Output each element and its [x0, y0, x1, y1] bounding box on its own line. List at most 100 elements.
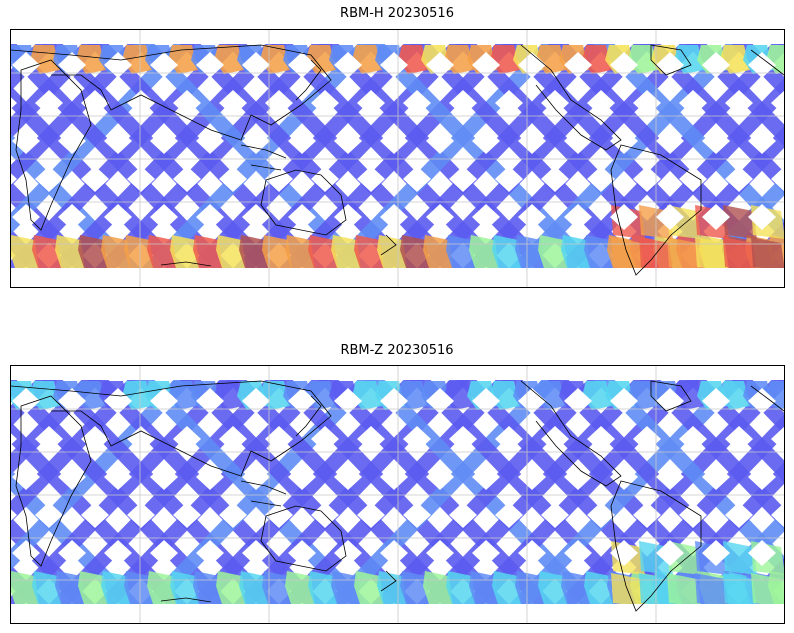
gap-diamond: [587, 502, 615, 528]
gap-diamond: [380, 52, 408, 78]
gap-diamond: [426, 388, 454, 414]
gap-diamond: [449, 502, 477, 528]
gap-diamond: [610, 52, 638, 78]
gap-diamond: [12, 204, 40, 230]
gap-diamond: [633, 90, 661, 116]
gap-diamond: [518, 464, 546, 490]
east-hotspot-cell: [667, 237, 701, 271]
east-hotspot: [611, 541, 784, 607]
east-hotspot-cell: [723, 237, 757, 271]
gap-diamond: [150, 204, 178, 230]
gap-diamond: [564, 52, 592, 78]
gap-diamond: [426, 464, 454, 490]
gap-diamond: [656, 204, 684, 230]
gap-diamond: [449, 166, 477, 192]
gap-diamond: [265, 502, 293, 528]
gap-diamond: [587, 426, 615, 452]
gap-diamond: [357, 502, 385, 528]
gap-diamond: [196, 204, 224, 230]
coast-greenland: [650, 380, 692, 412]
gap-diamond: [127, 90, 155, 116]
gap-diamond: [472, 128, 500, 154]
gap-diamond: [357, 426, 385, 452]
gap-diamond: [127, 426, 155, 452]
gap-diamond: [495, 426, 523, 452]
gap-diamond: [219, 426, 247, 452]
gap-diamond: [771, 166, 784, 192]
gap-diamond: [380, 204, 408, 230]
gap-diamond: [11, 97, 17, 109]
gap-diamond: [81, 502, 109, 528]
gap-diamond: [748, 128, 776, 154]
gap-diamond: [58, 388, 86, 414]
coast-africa: [15, 59, 92, 231]
coast-south-america: [610, 144, 702, 276]
gap-diamond: [334, 52, 362, 78]
gap-diamond: [288, 388, 316, 414]
gap-diamond: [150, 388, 178, 414]
coast-antarctica: [160, 261, 212, 267]
gap-diamond: [11, 173, 17, 185]
gap-diamond: [265, 90, 293, 116]
gap-diamond: [564, 540, 592, 566]
gap-diamond: [150, 540, 178, 566]
gap-diamond: [12, 388, 40, 414]
gap-diamond: [35, 502, 63, 528]
coast-europe-west: [750, 385, 784, 412]
gap-diamond: [242, 388, 270, 414]
gap-diamond: [242, 204, 270, 230]
gap-diamond: [150, 464, 178, 490]
gap-diamond: [633, 426, 661, 452]
gap-diamond: [633, 502, 661, 528]
gap-diamond: [748, 388, 776, 414]
gap-diamond: [288, 464, 316, 490]
map-bottom: [10, 365, 785, 624]
gap-diamond: [541, 426, 569, 452]
coastlines: [11, 380, 784, 612]
gap-diamond: [564, 204, 592, 230]
gap-diamond: [702, 388, 730, 414]
gap-diamond: [679, 426, 707, 452]
gap-diamond: [173, 502, 201, 528]
gap-diamond: [35, 90, 63, 116]
gap-diamond: [541, 166, 569, 192]
gap-diamond: [495, 166, 523, 192]
gap-diamond: [426, 128, 454, 154]
gap-diamond: [334, 464, 362, 490]
gap-diamond: [472, 204, 500, 230]
gap-diamond: [219, 166, 247, 192]
gap-diamond: [196, 464, 224, 490]
gap-diamond: [242, 464, 270, 490]
gap-diamond: [265, 426, 293, 452]
gap-diamond: [449, 90, 477, 116]
gap-diamond: [748, 204, 776, 230]
gap-diamond: [380, 540, 408, 566]
gap-diamond: [12, 540, 40, 566]
gap-diamond: [679, 90, 707, 116]
gap-diamond: [12, 52, 40, 78]
gap-diamond: [11, 433, 17, 445]
gap-diamond: [564, 388, 592, 414]
gap-diamond: [35, 166, 63, 192]
east-hotspot-cell: [723, 573, 757, 607]
gap-diamond: [610, 204, 638, 230]
swath-map-bottom: [11, 366, 784, 623]
gap-diamond: [104, 388, 132, 414]
gap-diamond: [196, 388, 224, 414]
east-hotspot-cell: [695, 573, 729, 607]
gap-diamond: [12, 128, 40, 154]
gap-diamond: [81, 166, 109, 192]
gap-diamond: [748, 52, 776, 78]
gap-diamond: [58, 540, 86, 566]
gap-diamond: [380, 464, 408, 490]
gap-diamond: [725, 166, 753, 192]
gap-diamond: [104, 128, 132, 154]
gap-diamond: [725, 90, 753, 116]
gap-diamond: [449, 426, 477, 452]
gap-diamond: [196, 128, 224, 154]
east-hotspot-cell: [667, 573, 701, 607]
swath-map-top: [11, 30, 784, 287]
coast-south-america: [610, 480, 702, 612]
coastlines: [11, 44, 784, 276]
gap-diamond: [702, 540, 730, 566]
